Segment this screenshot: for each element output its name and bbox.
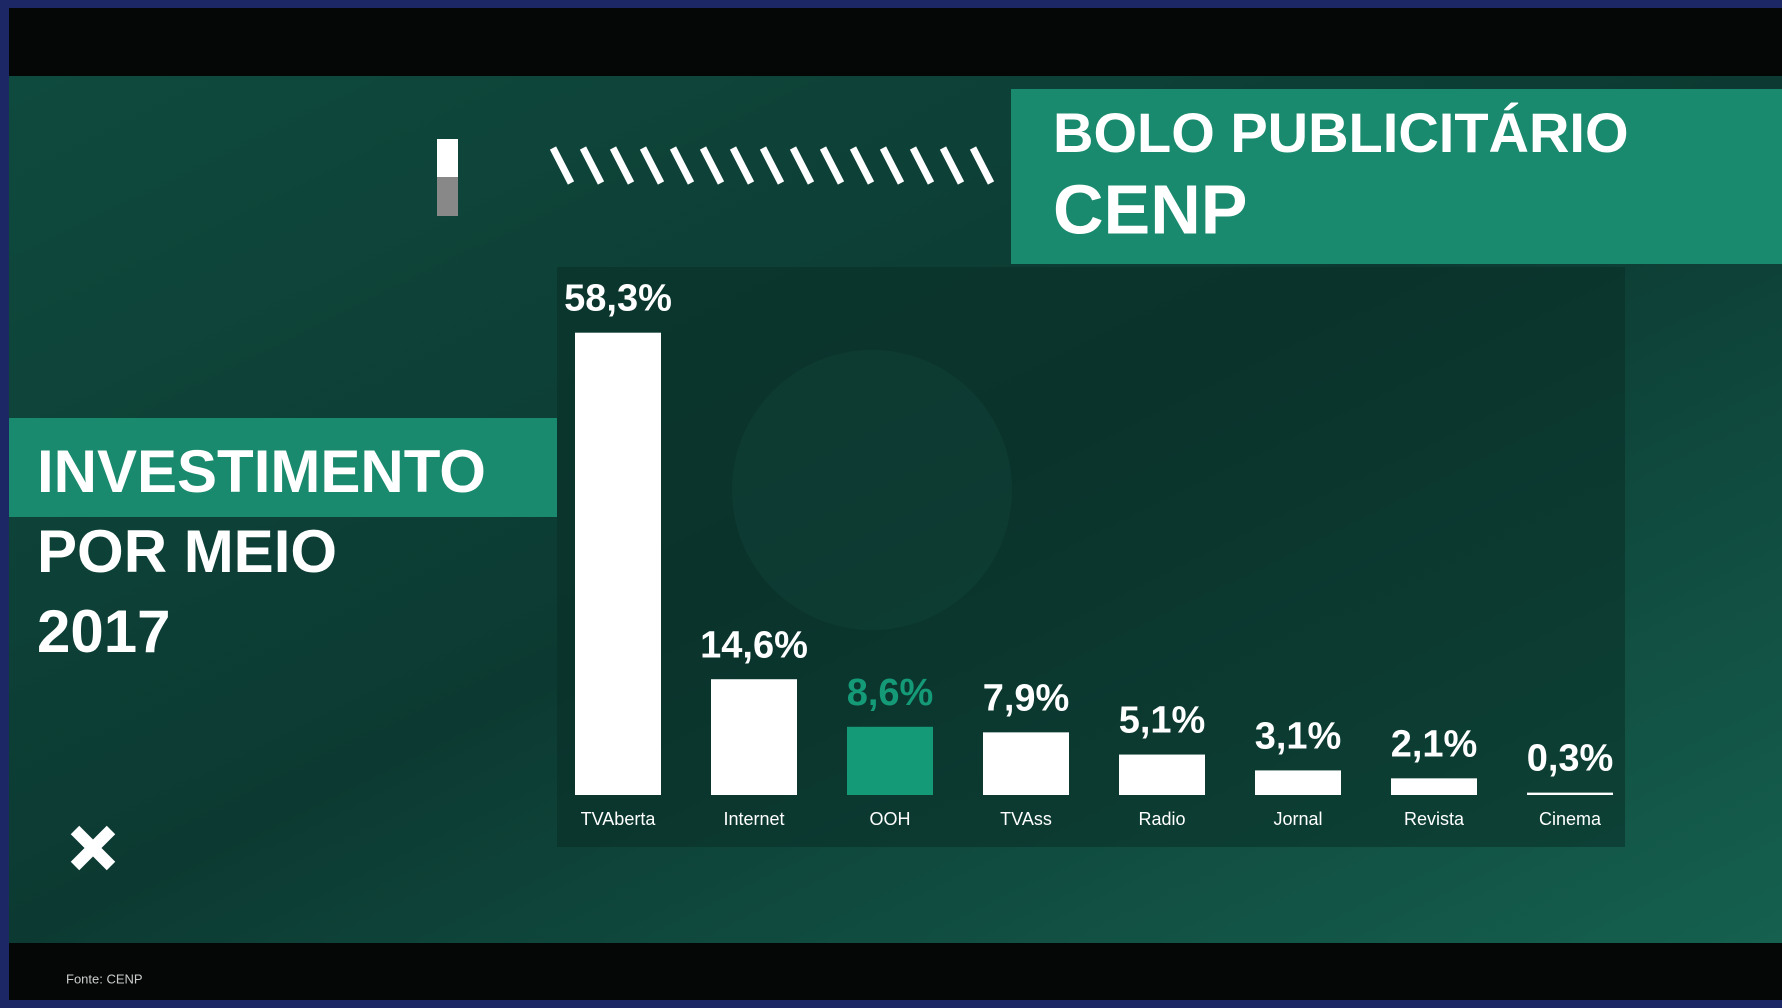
hatch-lines [549, 146, 995, 185]
value-label: 14,6% [700, 624, 808, 666]
bar [1391, 778, 1477, 795]
bar [1255, 770, 1341, 795]
bar [711, 679, 797, 795]
bar [847, 726, 933, 795]
accent-bar [437, 139, 458, 177]
bar [575, 332, 661, 795]
x-tick-label: Internet [723, 809, 784, 829]
value-label: 7,9% [983, 677, 1070, 719]
x-tick-label: TVAberta [581, 809, 657, 829]
side-title: 2017 [37, 598, 170, 665]
value-label: 5,1% [1119, 700, 1206, 742]
x-tick-label: Jornal [1273, 809, 1322, 829]
bar [983, 732, 1069, 795]
x-tick-label: Revista [1404, 809, 1465, 829]
value-label: 3,1% [1255, 715, 1342, 757]
chart-title: BOLO PUBLICITÁRIO [1053, 101, 1629, 164]
value-label: 0,3% [1527, 738, 1614, 780]
side-title: INVESTIMENTO [37, 438, 486, 505]
value-label: 8,6% [847, 672, 934, 714]
side-box [9, 418, 557, 517]
accent-bar-dim [437, 177, 458, 216]
x-tick-label: Cinema [1539, 809, 1602, 829]
bar [1527, 792, 1613, 795]
x-tick-label: OOH [869, 809, 910, 829]
side-title: POR MEIO [37, 518, 337, 585]
chart-subtitle: CENP [1053, 170, 1247, 248]
source: Fonte: CENP [66, 971, 143, 986]
title-box [1011, 89, 1782, 264]
hatch [549, 146, 995, 185]
x-tick-label: Radio [1138, 809, 1185, 829]
bar [1119, 754, 1205, 795]
value-label: 58,3% [564, 278, 672, 320]
x-tick-label: TVAss [1000, 809, 1052, 829]
close-icon [70, 825, 116, 871]
value-label: 2,1% [1391, 723, 1478, 765]
